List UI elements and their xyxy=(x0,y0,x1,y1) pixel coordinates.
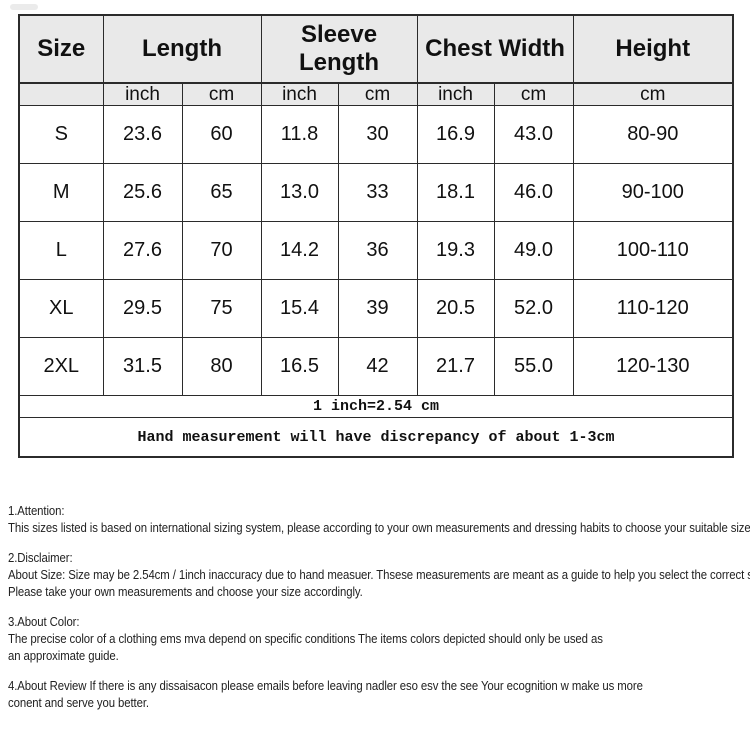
value-cell: 16.9 xyxy=(416,105,495,164)
value-cell: 33 xyxy=(337,163,418,222)
value-cell: 42 xyxy=(337,337,418,396)
note-attention: 1.Attention: This sizes listed is based … xyxy=(8,503,750,537)
value-cell: 70 xyxy=(181,221,262,280)
value-cell: 20.5 xyxy=(416,279,495,338)
col-header-sleeve-length: Sleeve Length xyxy=(260,14,418,84)
table-row-xl: XL 29.5 75 15.4 39 20.5 52.0 110-120 xyxy=(18,279,734,338)
note-title: 2.Disclaimer: xyxy=(8,551,73,565)
value-cell: 30 xyxy=(337,105,418,164)
col-header-chest-width: Chest Width xyxy=(416,14,574,84)
notes-section: 1.Attention: This sizes listed is based … xyxy=(8,503,750,725)
note-disclaimer: 2.Disclaimer: About Size: Size may be 2.… xyxy=(8,550,750,601)
table-row-l: L 27.6 70 14.2 36 19.3 49.0 100-110 xyxy=(18,221,734,280)
inch-conversion-note: 1 inch=2.54 cm xyxy=(18,395,734,418)
note-about-review: 4.About Review If there is any dissaisac… xyxy=(8,678,750,712)
note-line: 4.About Review If there is any dissaisac… xyxy=(8,679,643,693)
value-cell: 65 xyxy=(181,163,262,222)
unit-cell: inch xyxy=(416,82,495,106)
value-cell: 14.2 xyxy=(260,221,339,280)
value-cell: 90-100 xyxy=(572,163,734,222)
value-cell: 60 xyxy=(181,105,262,164)
value-cell: 27.6 xyxy=(102,221,183,280)
value-cell: 80-90 xyxy=(572,105,734,164)
note-title: 3.About Color: xyxy=(8,615,80,629)
note-line: conent and serve you better. xyxy=(8,696,150,710)
value-cell: 43.0 xyxy=(493,105,574,164)
size-cell: L xyxy=(18,221,104,280)
note-line: The precise color of a clothing ems mva … xyxy=(8,632,603,646)
value-cell: 75 xyxy=(181,279,262,338)
value-cell: 25.6 xyxy=(102,163,183,222)
value-cell: 80 xyxy=(181,337,262,396)
unit-cell-empty xyxy=(18,82,104,106)
col-header-length: Length xyxy=(102,14,262,84)
value-cell: 11.8 xyxy=(260,105,339,164)
table-header-row: Size Length Sleeve Length Chest Width He… xyxy=(18,14,734,84)
value-cell: 31.5 xyxy=(102,337,183,396)
value-cell: 39 xyxy=(337,279,418,338)
value-cell: 13.0 xyxy=(260,163,339,222)
units-row: inch cm inch cm inch cm cm xyxy=(18,82,734,106)
size-cell: XL xyxy=(18,279,104,338)
col-header-size: Size xyxy=(18,14,104,84)
table-row-2xl: 2XL 31.5 80 16.5 42 21.7 55.0 120-130 xyxy=(18,337,734,396)
table-row-s: S 23.6 60 11.8 30 16.9 43.0 80-90 xyxy=(18,105,734,164)
unit-cell: cm xyxy=(572,82,734,106)
note-line: This sizes listed is based on internatio… xyxy=(8,521,750,535)
note-line: About Size: Size may be 2.54cm / 1inch i… xyxy=(8,568,750,582)
unit-cell: cm xyxy=(181,82,262,106)
value-cell: 19.3 xyxy=(416,221,495,280)
unit-cell: inch xyxy=(260,82,339,106)
value-cell: 16.5 xyxy=(260,337,339,396)
value-cell: 49.0 xyxy=(493,221,574,280)
hand-measurement-row: Hand measurement will have discrepancy o… xyxy=(18,417,734,458)
value-cell: 100-110 xyxy=(572,221,734,280)
size-cell: M xyxy=(18,163,104,222)
value-cell: 23.6 xyxy=(102,105,183,164)
value-cell: 55.0 xyxy=(493,337,574,396)
table-row-m: M 25.6 65 13.0 33 18.1 46.0 90-100 xyxy=(18,163,734,222)
value-cell: 18.1 xyxy=(416,163,495,222)
note-title: 1.Attention: xyxy=(8,504,65,518)
value-cell: 110-120 xyxy=(572,279,734,338)
value-cell: 120-130 xyxy=(572,337,734,396)
measurement-discrepancy-note: Hand measurement will have discrepancy o… xyxy=(18,417,734,458)
value-cell: 21.7 xyxy=(416,337,495,396)
unit-cell: inch xyxy=(102,82,183,106)
note-line: Please take your own measurements and ch… xyxy=(8,585,363,599)
value-cell: 46.0 xyxy=(493,163,574,222)
note-about-color: 3.About Color: The precise color of a cl… xyxy=(8,614,750,665)
value-cell: 29.5 xyxy=(102,279,183,338)
value-cell: 36 xyxy=(337,221,418,280)
unit-cell: cm xyxy=(493,82,574,106)
col-header-height: Height xyxy=(572,14,734,84)
unit-cell: cm xyxy=(337,82,418,106)
size-chart-table: Size Length Sleeve Length Chest Width He… xyxy=(18,14,735,458)
value-cell: 15.4 xyxy=(260,279,339,338)
size-cell: S xyxy=(18,105,104,164)
size-cell: 2XL xyxy=(18,337,104,396)
conversion-row: 1 inch=2.54 cm xyxy=(18,395,734,418)
value-cell: 52.0 xyxy=(493,279,574,338)
scan-artifact xyxy=(10,4,38,10)
note-line: an approximate guide. xyxy=(8,649,119,663)
